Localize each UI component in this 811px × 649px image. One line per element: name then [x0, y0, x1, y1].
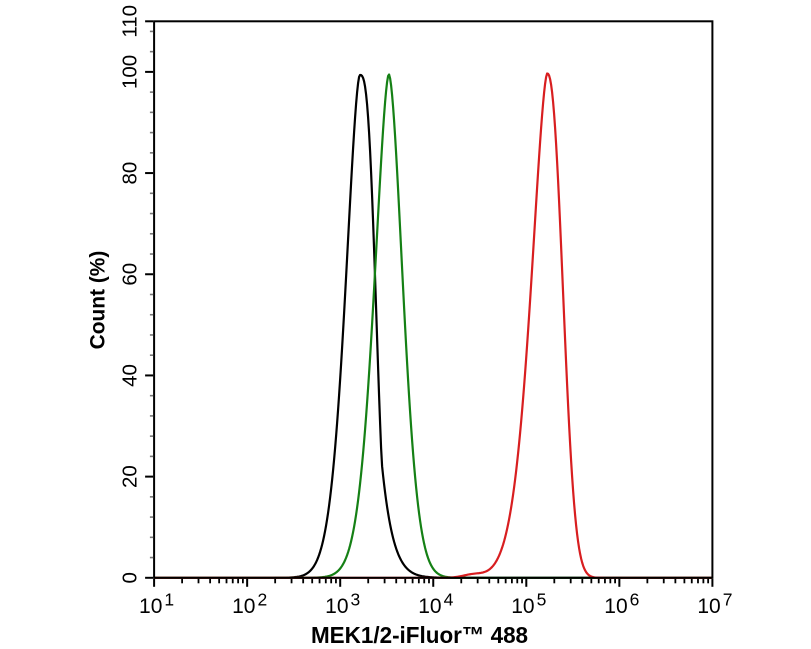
svg-text:110: 110	[119, 5, 142, 38]
svg-text:100: 100	[119, 55, 142, 89]
svg-text:107: 10 7	[697, 590, 732, 619]
svg-text:0: 0	[119, 572, 142, 583]
svg-text:60: 60	[119, 263, 142, 286]
svg-text:Count (%): Count (%)	[87, 251, 110, 350]
svg-text:106: 10 6	[604, 590, 639, 619]
svg-text:80: 80	[119, 162, 142, 185]
svg-text:20: 20	[119, 465, 142, 488]
svg-text:MEK1/2-iFluor™ 488: MEK1/2-iFluor™ 488	[311, 622, 528, 649]
svg-text:40: 40	[119, 364, 142, 387]
